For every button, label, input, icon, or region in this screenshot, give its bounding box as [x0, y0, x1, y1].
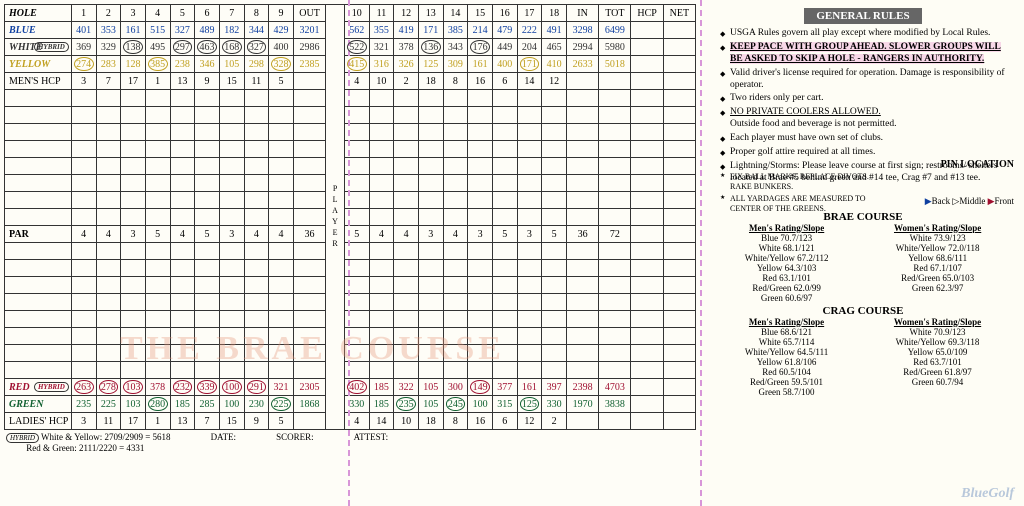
hybrid-badge: HYBRID — [6, 433, 39, 443]
player-column: PLAYER — [326, 5, 345, 430]
hole-num: 1 — [71, 5, 96, 22]
bluegolf-logo: BlueGolf — [961, 486, 1014, 502]
white-tee-row: WHITEHYBRID 3693291384952974631683274002… — [5, 39, 696, 56]
brae-ratings: Men's Rating/Slope Blue 70.7/123White 68… — [712, 223, 1014, 303]
brae-mens-ratings: Men's Rating/Slope Blue 70.7/123White 68… — [745, 223, 829, 303]
crag-course-title: CRAG COURSE — [712, 305, 1014, 317]
rules-title: GENERAL RULES — [804, 8, 921, 24]
brae-womens-ratings: Women's Rating/Slope White 73.9/123White… — [894, 223, 981, 303]
crag-ratings: Men's Rating/Slope Blue 68.6/121White 65… — [712, 317, 1014, 397]
rule-item: KEEP PACE WITH GROUP AHEAD. SLOWER GROUP… — [720, 42, 1014, 66]
flag-back-icon: ▶ — [925, 196, 932, 206]
in-header: IN — [566, 5, 598, 22]
rule-item: USGA Rules govern all play except where … — [720, 28, 1014, 40]
hole-header: HOLE — [5, 5, 72, 22]
scorer-field: SCORER: — [276, 432, 314, 453]
front-back-divider — [348, 0, 350, 506]
scorecard-table: HOLE 123456789 OUT PLAYER 10111213141516… — [4, 4, 696, 430]
rule-item: Valid driver's license required for oper… — [720, 68, 1014, 92]
par-row: PAR 44354534436 5443435353672 — [5, 226, 696, 243]
header-row: HOLE 123456789 OUT PLAYER 10111213141516… — [5, 5, 696, 22]
star-notes: FIX BALL MARKS, REPLACE DIVOTS. RAKE BUN… — [712, 172, 878, 214]
tot-header: TOT — [599, 5, 631, 22]
bottom-info: HYBRID White & Yellow: 2709/2909 = 5618 … — [4, 430, 696, 455]
rule-item: Each player must have own set of clubs. — [720, 133, 1014, 145]
green-tee-row: GREEN 2352251032801852851002302251868 33… — [5, 396, 696, 413]
red-tee-row: REDHYBRID 263278103378232339100291321230… — [5, 379, 696, 396]
out-header: OUT — [293, 5, 325, 22]
rule-item: NO PRIVATE COOLERS ALLOWED.Outside food … — [720, 107, 1014, 131]
crag-womens-ratings: Women's Rating/Slope White 70.9/123White… — [894, 317, 981, 397]
hybrid-badge: HYBRID — [34, 42, 69, 52]
rules-list: USGA Rules govern all play except where … — [712, 28, 1014, 185]
hybrid-info: HYBRID White & Yellow: 2709/2909 = 5618 … — [6, 432, 171, 453]
yellow-tee-row: YELLOW 2742831283852383461052983282385 4… — [5, 56, 696, 73]
date-field: DATE: — [211, 432, 237, 453]
hcp-header: HCP — [631, 5, 663, 22]
crag-mens-ratings: Men's Rating/Slope Blue 68.6/121White 65… — [745, 317, 828, 397]
empty-row — [5, 90, 696, 107]
attest-field: ATTEST: — [354, 432, 389, 453]
blue-tee-row: BLUE 4013531615153274891823444293201 562… — [5, 22, 696, 39]
mens-hcp-row: MEN'S HCP 3717113915115 41021881661412 — [5, 73, 696, 90]
net-header: NET — [663, 5, 695, 22]
hybrid-badge: HYBRID — [34, 382, 69, 392]
ladies-hcp-row: LADIES' HCP 3111711371595 41410188166122 — [5, 413, 696, 430]
scorecard-panel: HOLE 123456789 OUT PLAYER 10111213141516… — [0, 0, 700, 506]
rule-item: Proper golf attire required at all times… — [720, 147, 1014, 159]
rule-item: Two riders only per cart. — [720, 93, 1014, 105]
rules-panel: GENERAL RULES USGA Rules govern all play… — [700, 0, 1024, 506]
